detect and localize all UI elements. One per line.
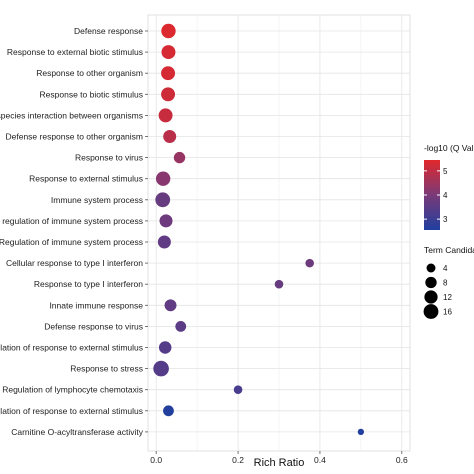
size-legend-title: Term Candida <box>424 245 474 255</box>
gridlines <box>148 15 410 451</box>
data-point <box>155 192 171 208</box>
size-legend-dot <box>425 276 437 289</box>
y-tick-label: Response to external biotic stimulus <box>7 47 143 57</box>
color-legend-tick-label: 5 <box>443 167 448 176</box>
y-tick-label: Carnitine O-acyltransferase activity <box>11 427 144 437</box>
y-tick-label: Regulation of immune system process <box>0 237 143 247</box>
size-legend-label: 16 <box>443 308 452 317</box>
y-tick-label: Defense response <box>74 26 143 36</box>
size-legend-dot <box>424 290 438 304</box>
size-legend-dot <box>426 263 436 273</box>
color-legend-tick-label: 3 <box>443 215 448 224</box>
y-tick-label: Defense response to virus <box>44 321 143 331</box>
data-point <box>153 360 169 377</box>
data-point <box>159 214 173 228</box>
data-point <box>158 108 173 123</box>
y-tick-label: Regulation of lymphocyte chemotaxis <box>2 385 143 395</box>
data-points <box>153 23 365 436</box>
y-tick-label: ulation of response to external stimulus <box>0 406 143 416</box>
x-tick-label: 0.6 <box>396 455 408 465</box>
color-legend-tick-label: 4 <box>443 191 448 200</box>
y-tick-label: Response to external stimulus <box>29 174 143 184</box>
color-legend-ticks: 5 4 3 <box>424 167 448 224</box>
y-tick-label: e regulation of immune system process <box>0 216 143 226</box>
x-tick-label: 0.2 <box>232 455 244 465</box>
y-tick-label: Cellular response to type I interferon <box>6 258 143 268</box>
color-legend-title: -log10 (Q Valu <box>424 143 474 153</box>
size-legend-label: 8 <box>443 279 448 288</box>
size-legend: Term Candida 4 8 12 16 <box>423 245 474 319</box>
data-point <box>157 235 171 249</box>
data-point <box>161 87 176 102</box>
size-legend-label: 12 <box>443 293 452 302</box>
y-tick-label: Innate immune response <box>49 300 143 310</box>
data-point <box>357 428 365 436</box>
data-point <box>164 299 177 312</box>
size-legend-label: 4 <box>443 264 448 273</box>
data-point <box>161 23 176 39</box>
y-tick-label: Response to virus <box>75 153 143 163</box>
data-point <box>233 385 243 394</box>
x-axis-title: Rich Ratio <box>254 457 305 469</box>
data-point <box>274 279 284 289</box>
data-point <box>161 45 176 60</box>
y-tick-label: Defense response to other organism <box>6 132 144 142</box>
data-point <box>163 129 177 144</box>
data-point <box>158 341 172 354</box>
data-point <box>173 151 186 164</box>
y-tick-label: Response to type I interferon <box>34 279 143 289</box>
y-axis-labels: Defense response Response to external bio… <box>0 26 148 437</box>
x-tick-label: 0.0 <box>150 455 162 465</box>
y-tick-label: ulation of response to external stimulus <box>0 343 143 353</box>
y-tick-label: Response to biotic stimulus <box>40 89 143 99</box>
y-tick-label: rspecies interaction between organisms <box>0 110 143 120</box>
data-point <box>155 171 171 186</box>
data-point <box>305 258 314 268</box>
data-point <box>163 405 174 417</box>
size-legend-items: 4 8 12 16 <box>423 263 452 319</box>
data-point <box>175 321 187 332</box>
x-tick-label: 0.4 <box>314 455 326 465</box>
color-legend: -log10 (Q Valu 5 4 3 <box>424 143 474 230</box>
y-tick-label: Response to other organism <box>36 68 143 78</box>
size-legend-dot <box>423 304 439 319</box>
y-tick-label: Immune system process <box>51 195 143 205</box>
x-axis: 0.0 0.2 0.4 0.6 <box>150 451 408 465</box>
y-tick-label: Response to stress <box>70 364 143 374</box>
color-legend-bar <box>424 160 440 230</box>
data-point <box>161 66 176 81</box>
